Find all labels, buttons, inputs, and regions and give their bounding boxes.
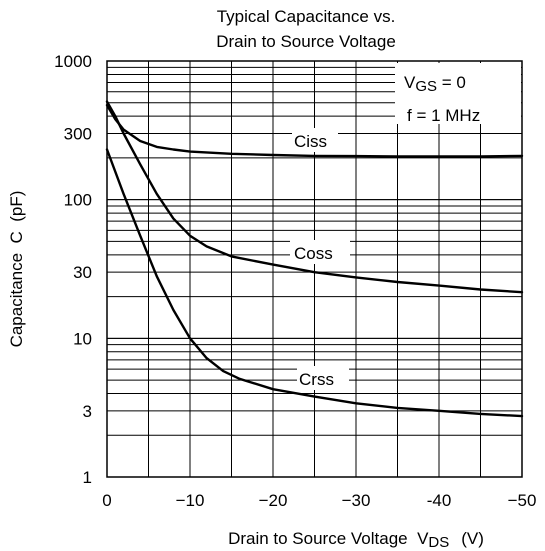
annotation-frequency: f = 1 MHz <box>407 106 480 125</box>
series-line-ciss <box>105 104 524 158</box>
x-tick-label: -40 <box>427 491 452 510</box>
ciss-label-bg <box>292 128 338 152</box>
chart-title-line-1: Typical Capacitance vs. <box>217 7 396 26</box>
x-tick-label: −50 <box>508 491 537 510</box>
annotation-vgs: VGS = 0 <box>404 73 466 95</box>
y-tick-label: 1 <box>83 468 92 487</box>
series-line-crss <box>105 148 524 418</box>
y-tick-label: 30 <box>73 263 92 282</box>
series-label-coss: Coss <box>294 244 333 263</box>
y-tick-label: 3 <box>83 402 92 421</box>
series-label-crss: Crss <box>299 370 334 389</box>
series-line-coss <box>105 100 524 294</box>
y-tick-label: 300 <box>64 125 92 144</box>
series-label-ciss: Ciss <box>294 132 327 151</box>
x-tick-labels: 0 −10 −20 −30 -40 −50 <box>102 491 536 510</box>
x-axis-label-text: Drain to Source Voltage <box>228 529 408 548</box>
conditions-box-bg <box>395 63 521 124</box>
annotation-vgs-rest: = 0 <box>437 73 466 92</box>
x-axis-label-unit: (V) <box>461 529 484 548</box>
x-tick-label: −20 <box>259 491 288 510</box>
annotation-vgs-symbol: V <box>404 73 416 92</box>
y-axis-label: Capacitance C (pF) <box>7 191 26 348</box>
x-axis-label: Drain to Source Voltage VDS (V) <box>228 529 484 551</box>
coss-label-bg <box>290 240 350 264</box>
x-axis-label-gap <box>408 529 417 548</box>
chart-title-line-2: Drain to Source Voltage <box>216 32 396 51</box>
y-tick-label: 100 <box>64 191 92 210</box>
x-tick-label: −10 <box>176 491 205 510</box>
plot-frame <box>106 60 523 478</box>
series-lines <box>105 100 524 418</box>
x-tick-label: −30 <box>342 491 371 510</box>
y-tick-label: 1000 <box>54 52 92 71</box>
x-axis-label-symbol: V <box>417 529 429 548</box>
annotation-vgs-sub: GS <box>415 78 437 95</box>
x-tick-label: 0 <box>102 491 111 510</box>
y-tick-labels: 1 3 10 30 100 300 1000 <box>54 52 92 487</box>
x-axis-label-sub: DS <box>428 534 449 551</box>
y-tick-label: 10 <box>73 329 92 348</box>
crss-label-bg <box>297 366 349 390</box>
